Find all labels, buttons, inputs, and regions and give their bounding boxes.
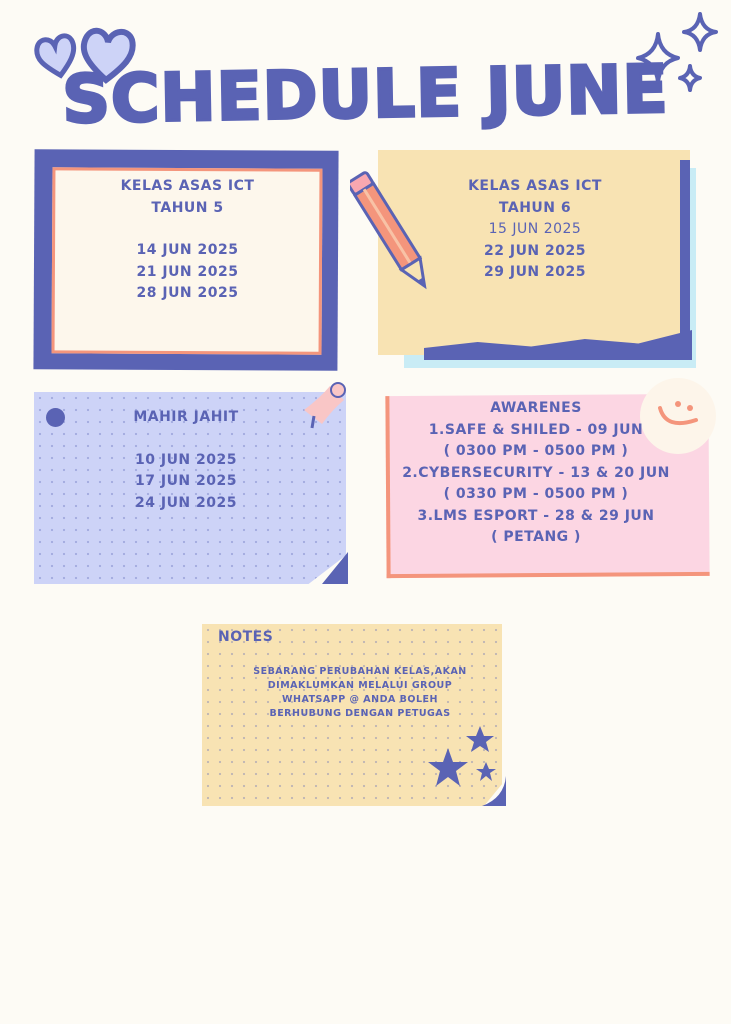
line: 2.CYBERSECURITY - 13 & 20 JUN — [402, 464, 670, 481]
card-title: AWARENES — [490, 400, 582, 416]
star-icon — [428, 726, 506, 806]
date: 28 JUN 2025 — [136, 285, 239, 301]
line: ( PETANG ) — [491, 529, 581, 545]
card-tahun5-text: KELAS ASAS ICT TAHUN 5 14 JUN 2025 21 JU… — [55, 176, 320, 305]
date: 10 JUN 2025 — [135, 451, 237, 468]
smiley-icon — [640, 378, 716, 454]
notes-title: NOTES — [218, 629, 274, 645]
page-title: SCHEDULE JUNE — [60, 49, 671, 140]
note-line: WHATSAPP @ ANDA BOLEH — [282, 694, 438, 705]
card-tahun6 — [378, 150, 690, 355]
date: 15 JUN 2025 — [488, 221, 582, 237]
card-awareness-text: AWARENES 1.SAFE & SHILED - 09 JUN ( 0300… — [386, 398, 686, 549]
pencil-icon — [350, 171, 427, 290]
date: 21 JUN 2025 — [136, 263, 239, 280]
note-line: DIMAKLUMKAN MELALUI GROUP — [267, 680, 453, 691]
line: ( 0330 PM - 0500 PM ) — [443, 486, 629, 502]
note-line: SEBARANG PERUBAHAN KELAS,AKAN — [253, 666, 467, 677]
notes-text: SEBARANG PERUBAHAN KELAS,AKAN DIMAKLUMKA… — [230, 665, 490, 721]
card-subtitle: TAHUN 5 — [151, 199, 224, 216]
card-tahun6-text: KELAS ASAS ICT TAHUN 6 15 JUN 2025 22 JU… — [400, 176, 670, 284]
sparkle-icon — [636, 12, 718, 92]
note-line: BERHUBUNG DENGAN PETUGAS — [269, 708, 451, 719]
card-jahit-text: MAHIR JAHIT 10 JUN 2025 17 JUN 2025 24 J… — [50, 407, 322, 514]
card-jahit — [34, 392, 346, 584]
card-subtitle: TAHUN 6 — [498, 199, 572, 216]
hearts-icon — [34, 27, 136, 84]
line: 3.LMS ESPORT - 28 & 29 JUN — [417, 507, 655, 524]
line: ( 0300 PM - 0500 PM ) — [443, 443, 629, 459]
card-title: KELAS ASAS ICT — [120, 178, 255, 194]
date: 17 JUN 2025 — [135, 473, 237, 489]
card-title: KELAS ASAS ICT — [468, 178, 602, 194]
dot-icon — [46, 408, 65, 427]
date: 14 JUN 2025 — [136, 242, 239, 258]
date: 24 JUN 2025 — [135, 494, 237, 511]
pushpin-icon — [304, 382, 346, 429]
line: 1.SAFE & SHILED - 09 JUN — [428, 421, 644, 438]
date: 22 JUN 2025 — [484, 242, 586, 259]
date: 29 JUN 2025 — [484, 264, 586, 280]
card-title: MAHIR JAHIT — [133, 409, 239, 425]
